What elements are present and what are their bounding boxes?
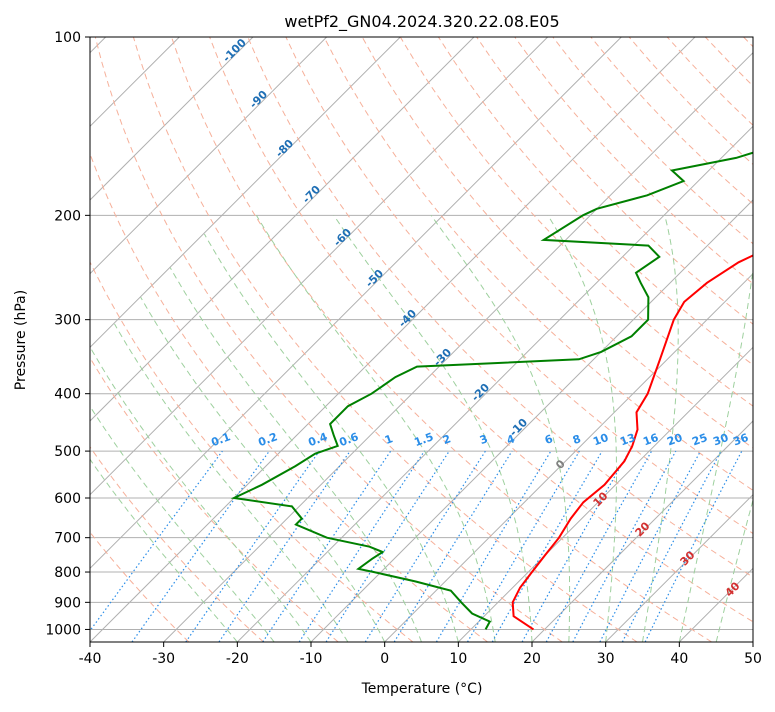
y-tick-label: 500: [54, 444, 81, 460]
y-tick-label: 800: [54, 565, 81, 581]
x-tick-label: -20: [226, 651, 249, 667]
x-tick-label: -40: [79, 651, 102, 667]
plot-background: [90, 37, 753, 642]
x-tick-label: 30: [597, 651, 615, 667]
y-tick-label: 100: [54, 30, 81, 46]
x-tick-label: 50: [744, 651, 762, 667]
y-tick-label: 600: [54, 491, 81, 507]
y-tick-label: 1000: [45, 622, 81, 638]
y-tick-label: 700: [54, 531, 81, 547]
x-tick-label: 20: [523, 651, 541, 667]
x-tick-label: -30: [152, 651, 175, 667]
isotherm-50: [753, 37, 775, 642]
x-tick-label: 10: [449, 651, 467, 667]
x-tick-label: 40: [670, 651, 688, 667]
x-tick-label: -10: [300, 651, 323, 667]
y-tick-label: 200: [54, 208, 81, 224]
y-axis-title: Pressure (hPa): [13, 290, 29, 390]
chart-title: wetPf2_GN04.2024.320.22.08.E05: [284, 12, 559, 32]
y-tick-label: 300: [54, 313, 81, 329]
x-axis-title: Temperature (°C): [361, 681, 483, 697]
x-tick-label: 0: [380, 651, 389, 667]
y-tick-label: 400: [54, 387, 81, 403]
y-tick-label: 900: [54, 595, 81, 611]
